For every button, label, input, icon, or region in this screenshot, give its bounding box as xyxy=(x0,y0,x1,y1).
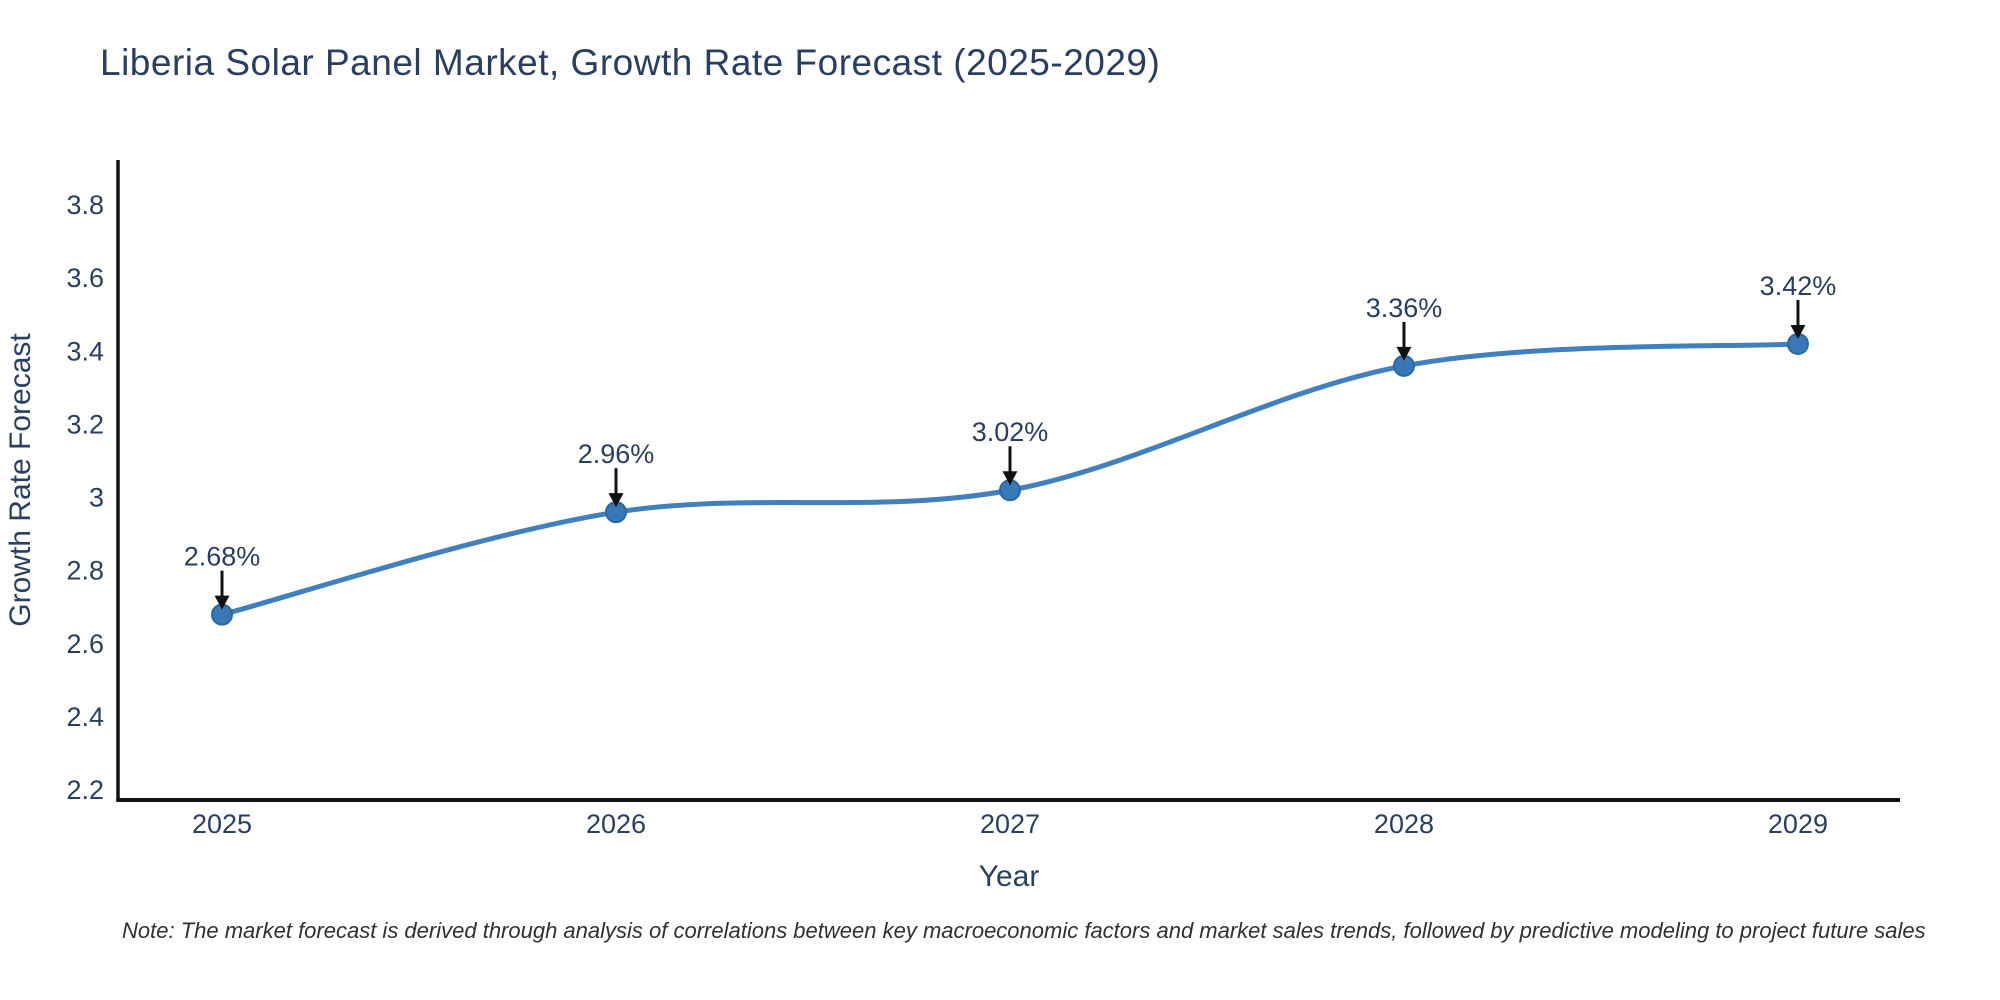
y-tick-label: 2.8 xyxy=(66,556,104,586)
annotation-value-label: 3.42% xyxy=(1760,271,1837,301)
y-tick-label: 3 xyxy=(89,483,104,513)
annotation-arrowhead-icon xyxy=(1790,324,1806,339)
annotation-2029: 3.42% xyxy=(1760,271,1837,339)
annotation-2025: 2.68% xyxy=(184,542,261,610)
annotation-arrowhead-icon xyxy=(214,595,230,610)
x-tick-label: 2029 xyxy=(1768,809,1828,839)
y-tick-label: 3.6 xyxy=(66,263,104,293)
axes xyxy=(116,160,1900,802)
annotation-value-label: 2.96% xyxy=(578,439,655,469)
y-tick-label: 2.6 xyxy=(66,629,104,659)
series-growth-rate xyxy=(211,332,1809,626)
annotation-arrowhead-icon xyxy=(608,493,624,508)
annotation-arrowhead-icon xyxy=(1002,471,1018,486)
annotation-2026: 2.96% xyxy=(578,439,655,508)
y-tick-label: 3.4 xyxy=(66,336,104,366)
annotation-value-label: 3.36% xyxy=(1366,293,1443,323)
annotation-2028: 3.36% xyxy=(1366,293,1443,361)
footnote: Note: The market forecast is derived thr… xyxy=(122,918,1926,943)
y-tick-label: 2.4 xyxy=(66,702,104,732)
y-tick-label: 3.2 xyxy=(66,409,104,439)
x-tick-label: 2025 xyxy=(192,809,252,839)
y-tick-label: 3.8 xyxy=(66,190,104,220)
y-axis-title: Growth Rate Forecast xyxy=(4,333,37,627)
x-tick-label: 2028 xyxy=(1374,809,1434,839)
annotation-arrowhead-icon xyxy=(1396,346,1412,361)
annotation-value-label: 2.68% xyxy=(184,542,261,572)
x-axis-title: Year xyxy=(979,860,1040,893)
annotation-value-label: 3.02% xyxy=(972,417,1049,447)
annotation-2027: 3.02% xyxy=(972,417,1049,486)
y-tick-label: 2.2 xyxy=(66,775,104,805)
x-tick-label: 2027 xyxy=(980,809,1040,839)
chart-title: Liberia Solar Panel Market, Growth Rate … xyxy=(100,42,1161,83)
point-annotations: 2.68% 2.96% 3.02% 3.36% 3.42% xyxy=(184,271,1837,610)
x-tick-label: 2026 xyxy=(586,809,646,839)
tick-labels: 2.2 2.4 2.6 2.8 3 3.2 3.4 3.6 3.8 2025 2026 2027 202… xyxy=(66,190,1828,839)
